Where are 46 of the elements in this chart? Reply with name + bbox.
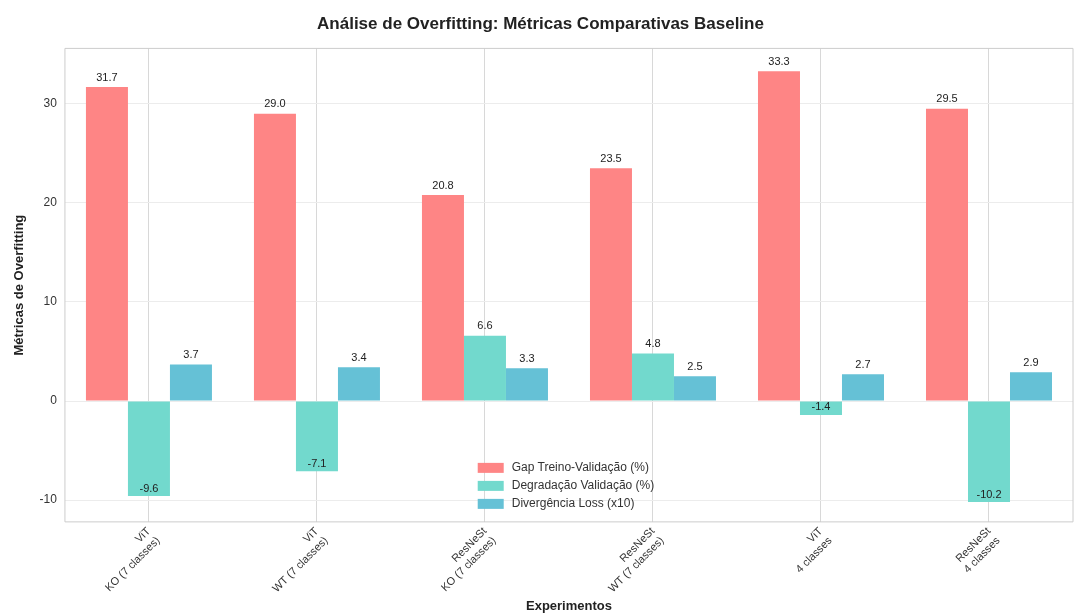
y-tick-label: 10 [43,294,58,309]
data-label: 29.5 [936,92,958,105]
legend-label: Gap Treino-Validação (%) [511,460,649,475]
bar [295,401,338,472]
bar [757,71,800,401]
y-axis-title: Métricas de Overfitting [11,214,27,356]
bar [421,195,464,401]
bar [841,374,884,401]
legend-label: Degradação Validação (%) [511,478,655,493]
y-tick-label: -10 [39,492,58,507]
data-label: 31.7 [96,70,118,83]
data-label: 6.6 [477,319,493,332]
bar [673,376,716,401]
bar [337,367,380,401]
y-tick-label: 0 [50,393,58,408]
bar [85,87,128,401]
bar [169,364,212,401]
bar [1010,372,1052,401]
bar [967,401,1010,503]
data-label: 33.3 [768,54,790,67]
data-label: 29.0 [264,97,286,110]
data-label: 4.8 [645,337,661,350]
bar [127,401,170,497]
data-label: -9.6 [139,481,159,494]
data-label: 2.5 [687,359,703,372]
data-label: 23.5 [600,151,622,164]
data-label: -1.4 [811,400,831,413]
bar [589,168,632,401]
data-label: 2.9 [1023,355,1039,368]
data-label: -10.2 [976,487,1002,500]
y-tick-label: 20 [43,195,58,210]
legend-label: Divergência Loss (x10) [511,496,635,511]
bar [505,368,548,401]
bar [463,335,506,401]
data-label: 3.3 [519,351,535,364]
bar [631,353,674,401]
y-tick-label: 30 [43,96,58,111]
bar [253,113,296,401]
chart-title: Análise de Overfitting: Métricas Comparativas Baseline [317,13,764,33]
data-label: -7.1 [307,456,327,469]
data-label: 20.8 [432,178,454,191]
data-label: 3.7 [183,347,199,360]
x-axis-title: Experimentos [525,597,612,613]
bar [925,108,968,401]
data-label: 2.7 [855,357,871,370]
data-label: 3.4 [351,350,367,363]
